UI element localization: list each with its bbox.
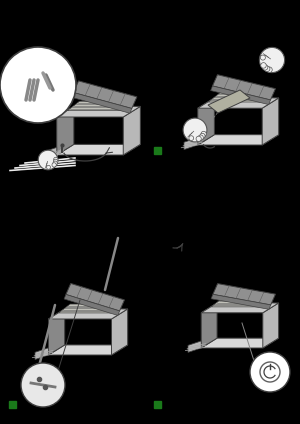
Polygon shape — [43, 148, 57, 160]
Circle shape — [261, 63, 266, 68]
Circle shape — [0, 47, 76, 123]
Polygon shape — [123, 106, 140, 155]
Circle shape — [262, 64, 268, 70]
Circle shape — [54, 159, 58, 164]
Bar — [8, 402, 16, 408]
Polygon shape — [49, 345, 128, 355]
Circle shape — [196, 136, 201, 141]
Polygon shape — [57, 144, 140, 155]
Polygon shape — [211, 294, 271, 310]
Polygon shape — [188, 341, 201, 352]
Circle shape — [198, 135, 203, 140]
Circle shape — [260, 55, 266, 60]
Circle shape — [200, 133, 205, 139]
Bar — [154, 147, 161, 154]
Polygon shape — [198, 98, 279, 108]
Polygon shape — [208, 93, 273, 102]
Polygon shape — [68, 101, 135, 111]
Polygon shape — [198, 98, 214, 145]
Circle shape — [267, 67, 272, 73]
Circle shape — [54, 157, 58, 162]
Circle shape — [250, 352, 290, 392]
Polygon shape — [66, 284, 124, 311]
Circle shape — [53, 161, 57, 165]
Polygon shape — [57, 106, 74, 155]
Circle shape — [52, 163, 56, 167]
Polygon shape — [201, 303, 279, 313]
Polygon shape — [201, 338, 279, 348]
Circle shape — [264, 66, 270, 72]
Polygon shape — [49, 309, 128, 319]
Polygon shape — [211, 86, 271, 105]
Circle shape — [38, 150, 58, 170]
Polygon shape — [201, 303, 217, 348]
Bar — [154, 402, 161, 408]
Circle shape — [21, 363, 65, 407]
Polygon shape — [64, 295, 120, 315]
Polygon shape — [35, 348, 49, 360]
Polygon shape — [212, 75, 275, 100]
Polygon shape — [262, 98, 279, 145]
Circle shape — [183, 118, 207, 142]
Polygon shape — [198, 135, 279, 145]
Polygon shape — [49, 309, 65, 355]
Circle shape — [189, 136, 194, 140]
Polygon shape — [57, 106, 140, 117]
Circle shape — [260, 47, 285, 73]
Circle shape — [260, 362, 280, 382]
Polygon shape — [213, 284, 275, 305]
Polygon shape — [112, 309, 128, 355]
Polygon shape — [208, 90, 250, 113]
Polygon shape — [71, 92, 132, 113]
Polygon shape — [74, 81, 137, 109]
Circle shape — [46, 165, 50, 169]
Circle shape — [201, 131, 206, 137]
Polygon shape — [211, 298, 273, 307]
Polygon shape — [184, 138, 198, 150]
Polygon shape — [263, 303, 279, 348]
Polygon shape — [59, 304, 122, 313]
